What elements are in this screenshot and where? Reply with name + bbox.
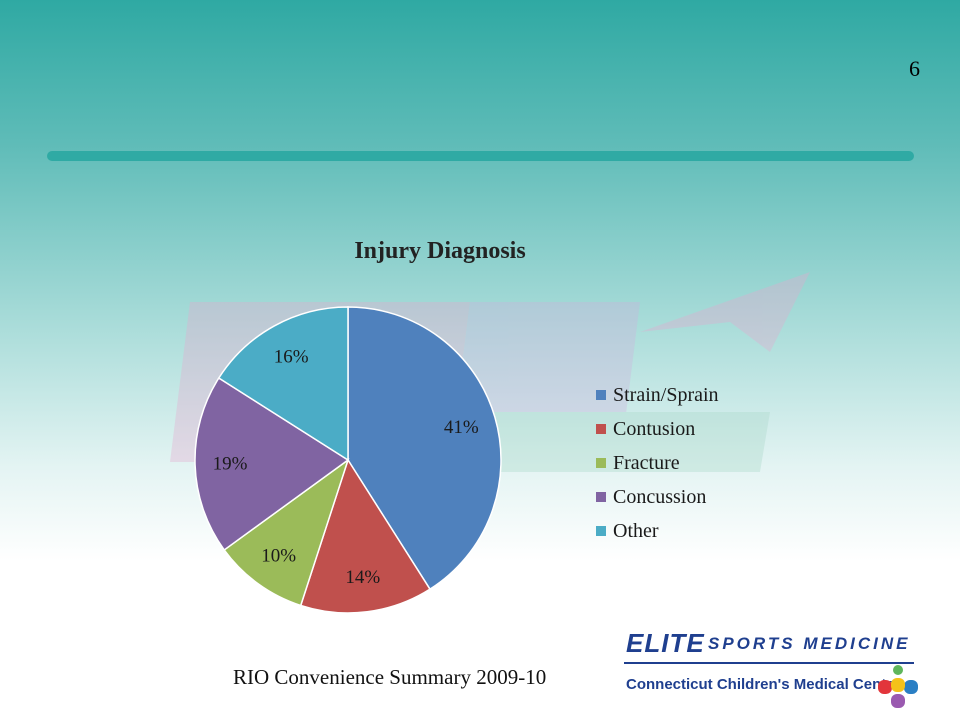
legend-label: Fracture: [613, 451, 680, 474]
footer-text: RIO Convenience Summary 2009-10: [233, 665, 547, 689]
legend-item-contusion: Contusion: [596, 412, 719, 446]
slice-label-other: 16%: [274, 347, 309, 368]
sponsor-logos: ELITE SPORTS MEDICINE Connecticut Childr…: [624, 624, 920, 712]
legend-item-strain-sprain: Strain/Sprain: [596, 378, 719, 412]
pie-slice-other: [217, 306, 349, 462]
legend-swatch: [596, 424, 606, 434]
slice-label-concussion: 19%: [213, 454, 248, 475]
legend-label: Other: [613, 519, 659, 542]
slide-number: 6: [909, 56, 920, 81]
legend-label: Contusion: [613, 417, 696, 440]
slice-label-contusion: 14%: [345, 567, 380, 588]
legend-swatch: [596, 390, 606, 400]
elite-logo: ELITE: [626, 628, 705, 658]
ccmc-cross-icon: [878, 665, 918, 708]
legend-item-fracture: Fracture: [596, 446, 719, 480]
legend-swatch: [596, 458, 606, 468]
legend-swatch: [596, 526, 606, 536]
logo-divider: [624, 662, 914, 664]
ccmc-logo-text: Connecticut Children's Medical Center: [626, 676, 901, 693]
pie-slice-concussion: [194, 376, 350, 551]
legend-label: Strain/Sprain: [613, 383, 719, 406]
legend-label: Concussion: [613, 485, 707, 508]
chart-title: Injury Diagnosis: [354, 238, 526, 264]
legend-item-other: Other: [596, 514, 719, 548]
legend-swatch: [596, 492, 606, 502]
pie-slice-fracture: [223, 458, 350, 607]
legend-item-concussion: Concussion: [596, 480, 719, 514]
pie-slice-strain-sprain: [347, 306, 502, 591]
sports-medicine-logo-text: SPORTS MEDICINE: [708, 634, 911, 653]
chart-legend: Strain/Sprain Contusion Fracture Concussion…: [596, 378, 719, 548]
slice-label-fracture: 10%: [261, 545, 296, 566]
slice-label-strain-sprain: 41%: [444, 417, 479, 438]
title-divider-bar: [47, 151, 914, 161]
pie-slice-contusion: [299, 458, 432, 614]
